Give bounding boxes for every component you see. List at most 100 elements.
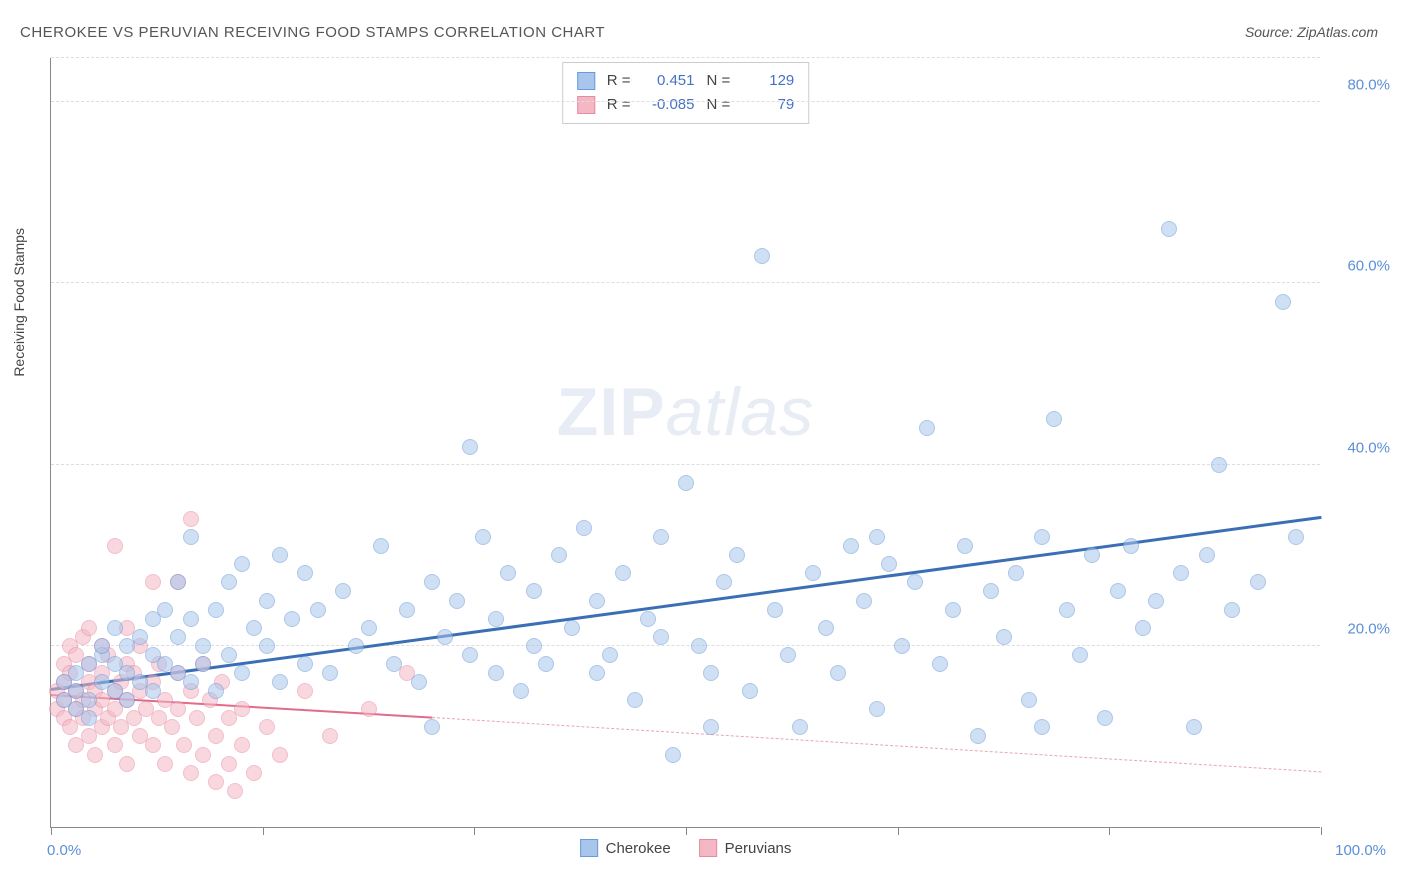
- data-point: [145, 737, 161, 753]
- data-point: [119, 756, 135, 772]
- data-point: [1250, 574, 1266, 590]
- data-point: [653, 629, 669, 645]
- data-point: [665, 747, 681, 763]
- data-point: [767, 602, 783, 618]
- r-label: R =: [607, 69, 631, 93]
- data-point: [856, 593, 872, 609]
- data-point: [208, 728, 224, 744]
- data-point: [81, 620, 97, 636]
- data-point: [246, 620, 262, 636]
- cherokee-r-value: 0.451: [643, 69, 695, 93]
- data-point: [805, 565, 821, 581]
- data-point: [729, 547, 745, 563]
- data-point: [94, 638, 110, 654]
- data-point: [869, 701, 885, 717]
- data-point: [780, 647, 796, 663]
- data-point: [830, 665, 846, 681]
- data-point: [234, 665, 250, 681]
- data-point: [272, 547, 288, 563]
- scatter-chart: Receiving Food Stamps ZIPatlas R = 0.451…: [50, 58, 1320, 828]
- x-tick: [1109, 827, 1110, 835]
- data-point: [462, 439, 478, 455]
- x-tick: [263, 827, 264, 835]
- data-point: [691, 638, 707, 654]
- data-point: [107, 538, 123, 554]
- legend-label-cherokee: Cherokee: [606, 840, 671, 857]
- data-point: [1046, 411, 1062, 427]
- data-point: [640, 611, 656, 627]
- x-tick: [686, 827, 687, 835]
- data-point: [170, 629, 186, 645]
- legend-item-peruvians: Peruvians: [699, 839, 792, 857]
- data-point: [183, 765, 199, 781]
- data-point: [564, 620, 580, 636]
- y-tick-label: 60.0%: [1347, 258, 1390, 275]
- r-label: R =: [607, 93, 631, 117]
- data-point: [742, 683, 758, 699]
- legend-label-peruvians: Peruvians: [725, 840, 792, 857]
- gridline: [51, 101, 1320, 102]
- data-point: [132, 629, 148, 645]
- data-point: [1008, 565, 1024, 581]
- data-point: [170, 574, 186, 590]
- source-attribution: Source: ZipAtlas.com: [1245, 24, 1378, 40]
- x-tick: [1321, 827, 1322, 835]
- data-point: [1186, 719, 1202, 735]
- data-point: [208, 683, 224, 699]
- data-point: [1084, 547, 1100, 563]
- watermark-rest: atlas: [666, 374, 815, 450]
- data-point: [678, 475, 694, 491]
- n-label: N =: [707, 93, 731, 117]
- n-label: N =: [707, 69, 731, 93]
- data-point: [869, 529, 885, 545]
- data-point: [361, 620, 377, 636]
- data-point: [373, 538, 389, 554]
- data-point: [1034, 719, 1050, 735]
- data-point: [259, 719, 275, 735]
- data-point: [183, 511, 199, 527]
- stats-row-peruvians: R = -0.085 N = 79: [577, 93, 795, 117]
- data-point: [107, 620, 123, 636]
- data-point: [189, 710, 205, 726]
- data-point: [310, 602, 326, 618]
- data-point: [297, 565, 313, 581]
- data-point: [1059, 602, 1075, 618]
- data-point: [221, 647, 237, 663]
- data-point: [602, 647, 618, 663]
- data-point: [208, 774, 224, 790]
- data-point: [145, 683, 161, 699]
- data-point: [272, 674, 288, 690]
- data-point: [996, 629, 1012, 645]
- data-point: [1275, 294, 1291, 310]
- data-point: [234, 701, 250, 717]
- data-point: [1097, 710, 1113, 726]
- data-point: [297, 656, 313, 672]
- data-point: [424, 719, 440, 735]
- data-point: [881, 556, 897, 572]
- data-point: [234, 556, 250, 572]
- swatch-peruvians: [577, 96, 595, 114]
- data-point: [1199, 547, 1215, 563]
- swatch-cherokee: [580, 839, 598, 857]
- data-point: [538, 656, 554, 672]
- data-point: [221, 574, 237, 590]
- data-point: [894, 638, 910, 654]
- x-tick: [51, 827, 52, 835]
- data-point: [297, 683, 313, 699]
- data-point: [164, 719, 180, 735]
- data-point: [1224, 602, 1240, 618]
- x-tick-label: 0.0%: [47, 842, 81, 859]
- chart-title: CHEROKEE VS PERUVIAN RECEIVING FOOD STAM…: [20, 24, 605, 41]
- data-point: [1072, 647, 1088, 663]
- data-point: [1021, 692, 1037, 708]
- data-point: [195, 638, 211, 654]
- data-point: [107, 737, 123, 753]
- source-label: Source:: [1245, 24, 1297, 40]
- data-point: [399, 602, 415, 618]
- data-point: [754, 248, 770, 264]
- data-point: [386, 656, 402, 672]
- data-point: [322, 728, 338, 744]
- legend-item-cherokee: Cherokee: [580, 839, 671, 857]
- data-point: [957, 538, 973, 554]
- y-tick-label: 80.0%: [1347, 77, 1390, 94]
